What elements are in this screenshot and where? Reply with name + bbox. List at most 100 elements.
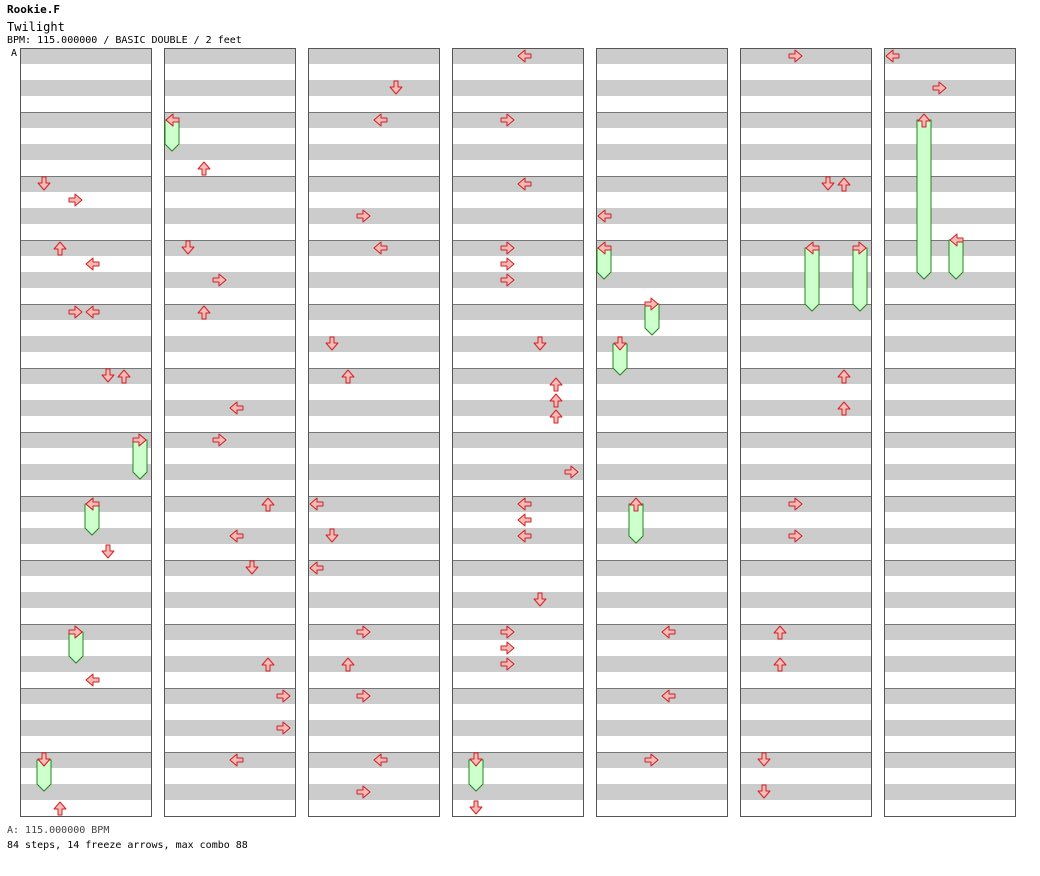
step-arrow [261,657,275,672]
beat-stripe [740,144,872,160]
freeze-head-arrow [597,241,612,255]
beat-stripe [596,48,728,64]
step-arrow [341,657,355,672]
beat-stripe [164,784,296,800]
freeze-head-arrow [469,752,483,767]
step-arrow [276,689,291,703]
beat-stripe [308,208,440,224]
step-arrow [197,161,211,176]
beat-stripe [596,496,728,512]
beat-stripe [164,496,296,512]
beat-stripe [884,528,1016,544]
beat-stripe [20,720,152,736]
freeze-body [132,439,148,480]
beat-stripe [20,176,152,192]
step-arrow [68,193,83,207]
freeze-body [804,247,820,312]
beat-stripe [308,272,440,288]
beat-stripe [308,304,440,320]
artist-name: Rookie.F [7,3,60,16]
step-arrow [757,752,771,767]
beat-stripe [452,80,584,96]
step-arrow [500,113,515,127]
beat-stripe [452,784,584,800]
freeze-body [948,239,964,280]
beat-stripe [452,240,584,256]
beat-stripe [884,752,1016,768]
step-arrow [212,273,227,287]
step-arrow [788,49,803,63]
step-arrow [500,257,515,271]
beat-stripe [884,400,1016,416]
beat-stripe [308,496,440,512]
step-arrow [37,176,51,191]
freeze-head-arrow [644,297,659,311]
beat-stripe [740,112,872,128]
step-arrow [325,528,339,543]
beat-stripe [884,688,1016,704]
beat-stripe [452,304,584,320]
beat-stripe [884,496,1016,512]
step-arrow [197,305,211,320]
freeze-head-arrow [613,336,627,351]
beat-stripe [740,464,872,480]
step-arrow [53,241,67,256]
chart-column [740,48,872,817]
beat-stripe [20,144,152,160]
step-arrow [469,800,483,815]
beat-stripe [164,304,296,320]
step-arrow [757,784,771,799]
beat-stripe [308,48,440,64]
beat-stripe [740,752,872,768]
chart-column [452,48,584,817]
step-arrow [53,801,67,816]
step-arrow [885,49,900,63]
beat-stripe [884,432,1016,448]
beat-stripe [164,176,296,192]
column-border [308,48,440,817]
step-arrow [373,241,388,255]
beat-stripe [596,80,728,96]
beat-stripe [740,528,872,544]
beat-stripe [20,592,152,608]
step-arrow [788,529,803,543]
step-arrow [165,113,180,127]
step-arrow [37,752,51,767]
beat-stripe [452,336,584,352]
beat-stripe [164,432,296,448]
beat-stripe [596,144,728,160]
beat-stripe [740,688,872,704]
beat-stripe [740,784,872,800]
beat-stripe [596,528,728,544]
beat-stripe [596,336,728,352]
step-arrow [773,625,787,640]
step-arrow [500,657,515,671]
freeze-arrow [948,239,964,280]
step-arrow [229,401,244,415]
beat-stripe [452,624,584,640]
freeze-head-arrow [917,113,931,128]
column-border [884,48,1016,817]
beat-stripe [164,144,296,160]
song-title: Twilight [7,20,65,34]
step-arrow [517,49,532,63]
beat-stripe [452,592,584,608]
step-arrow [261,497,275,512]
beat-stripe [452,368,584,384]
beat-stripe [20,688,152,704]
beat-stripe [164,208,296,224]
beat-stripe [20,336,152,352]
step-arrow [68,625,83,639]
freeze-head-arrow [949,233,964,247]
freeze-body [916,119,932,280]
column-border [452,48,584,817]
step-arrow [309,497,324,511]
beat-stripe [884,464,1016,480]
step-arrow [117,369,131,384]
beat-stripe [884,176,1016,192]
beat-stripe [884,592,1016,608]
beat-stripe [740,336,872,352]
beat-stripe [164,560,296,576]
beat-stripe [884,656,1016,672]
step-arrow [85,305,100,319]
